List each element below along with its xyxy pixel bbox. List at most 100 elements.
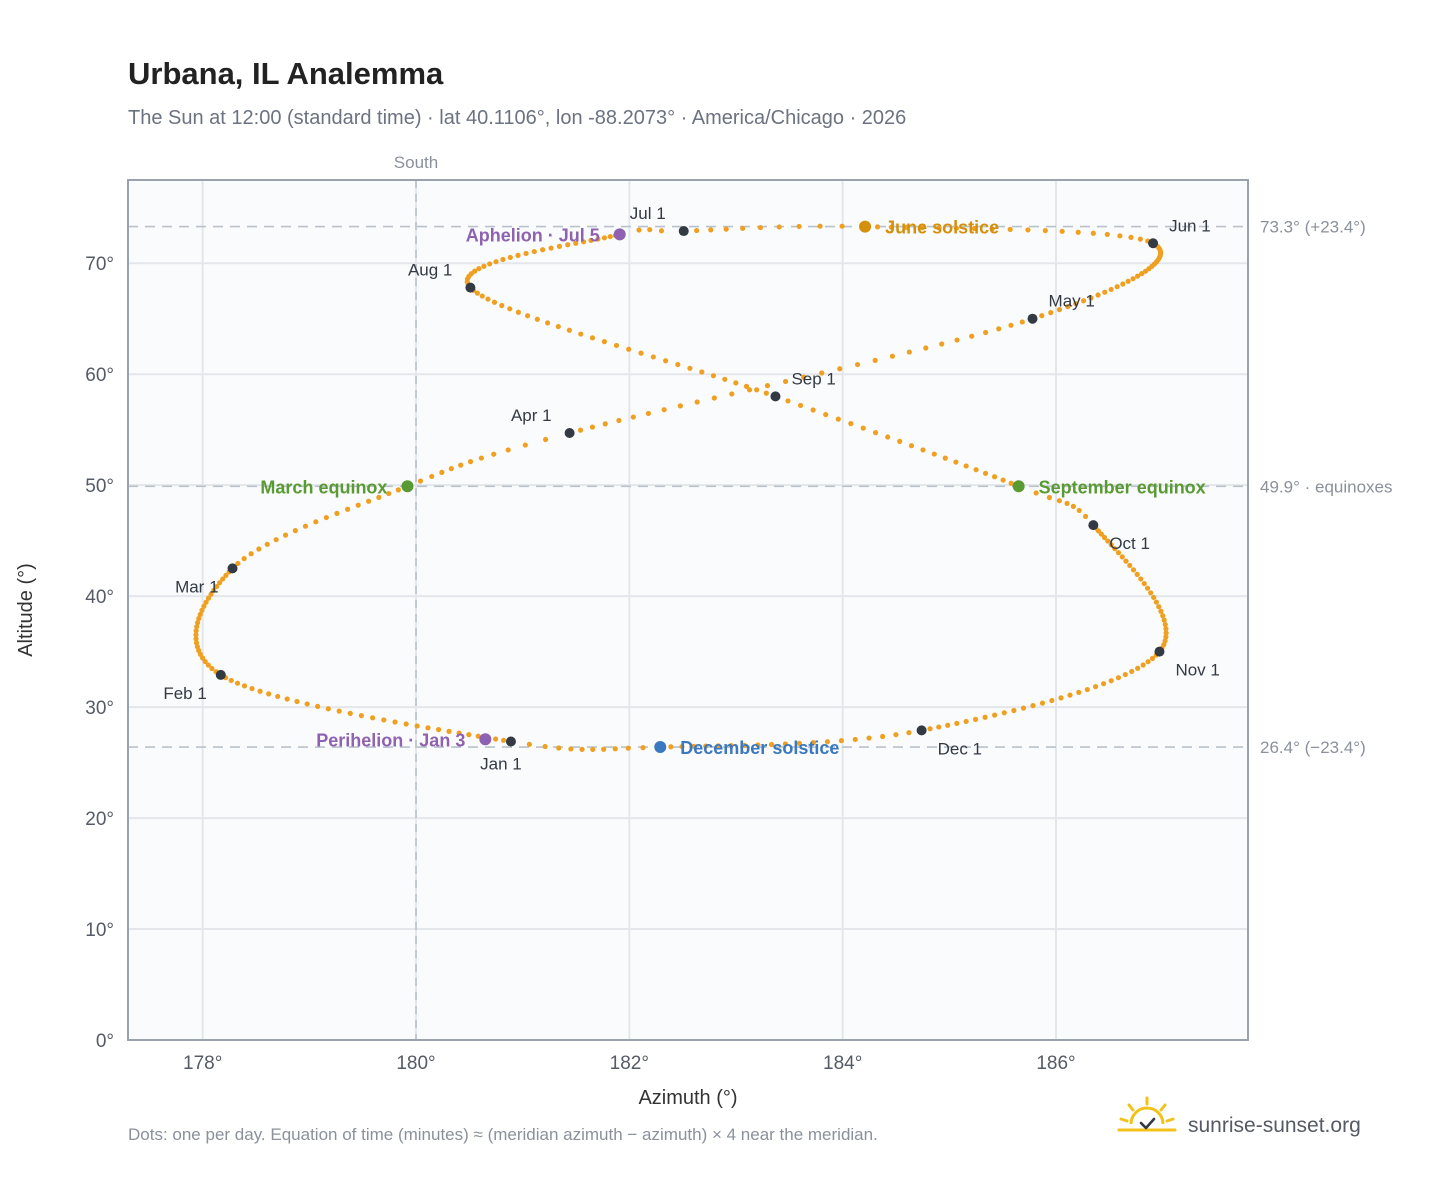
- daily-dot: [640, 745, 646, 751]
- daily-dot: [1115, 550, 1122, 556]
- daily-dot: [647, 227, 653, 233]
- daily-dot: [1145, 659, 1151, 665]
- daily-dot: [458, 462, 464, 468]
- daily-dot: [1130, 567, 1137, 573]
- daily-dot: [347, 710, 353, 716]
- daily-dot: [208, 591, 214, 597]
- daily-dot: [556, 745, 562, 751]
- daily-dot: [256, 546, 262, 552]
- daily-dot: [982, 714, 988, 720]
- daily-dot: [903, 224, 909, 230]
- daily-dot: [616, 417, 622, 424]
- daily-dot: [1104, 231, 1110, 238]
- daily-dot: [1129, 668, 1135, 675]
- daily-dot: [1125, 278, 1131, 284]
- chart-title: Urbana, IL Analemma: [128, 56, 444, 91]
- daily-dot: [1008, 322, 1014, 328]
- daily-dot: [577, 427, 584, 433]
- month-marker-label: Oct 1: [1109, 534, 1150, 553]
- daily-dot: [1093, 684, 1099, 690]
- daily-dot: [893, 732, 899, 738]
- daily-dot: [942, 455, 948, 461]
- daily-dot: [193, 632, 199, 638]
- x-tick-label: 182°: [610, 1053, 649, 1074]
- daily-dot: [972, 716, 979, 722]
- daily-dot: [601, 339, 607, 345]
- daily-dot: [217, 580, 223, 586]
- reference-line-label: 49.9° · equinoxes: [1260, 477, 1393, 496]
- daily-dot: [355, 502, 361, 508]
- daily-dot: [573, 240, 579, 246]
- daily-dot: [1046, 494, 1052, 501]
- daily-dot: [325, 706, 331, 712]
- daily-dot: [776, 224, 782, 230]
- daily-dot: [801, 374, 807, 380]
- x-tick-label: 178°: [183, 1053, 222, 1074]
- daily-dot: [1144, 585, 1151, 591]
- daily-dot: [1073, 301, 1079, 307]
- daily-dot: [1058, 695, 1064, 701]
- daily-dot: [195, 620, 201, 626]
- daily-dot: [1056, 498, 1062, 504]
- daily-dot: [566, 327, 572, 333]
- daily-dot: [531, 248, 537, 255]
- daily-dot: [534, 316, 540, 322]
- daily-dot: [852, 736, 858, 743]
- daily-dot: [638, 350, 644, 356]
- daily-dot: [919, 225, 925, 231]
- daily-dot: [1148, 590, 1154, 596]
- daily-dot: [996, 326, 1002, 332]
- month-marker-dot: [215, 669, 226, 680]
- daily-dot: [228, 677, 234, 684]
- daily-dot: [1033, 490, 1039, 496]
- daily-dot: [500, 256, 506, 263]
- daily-dot: [474, 290, 480, 296]
- daily-dot: [1076, 507, 1082, 514]
- daily-dot: [963, 463, 969, 469]
- daily-dot: [194, 644, 200, 650]
- daily-dot: [755, 742, 761, 748]
- daily-dot: [197, 611, 203, 618]
- daily-dot: [475, 733, 481, 739]
- month-marker-dot: [227, 563, 238, 574]
- daily-dot: [334, 510, 340, 516]
- daily-dot: [992, 712, 998, 718]
- daily-dot: [971, 225, 977, 232]
- daily-dot: [542, 436, 549, 443]
- daily-dot: [936, 225, 942, 231]
- daily-dot: [1095, 292, 1101, 298]
- daily-dot: [1156, 604, 1162, 610]
- daily-dot: [625, 745, 631, 751]
- daily-dot: [376, 494, 382, 500]
- daily-dot: [888, 224, 894, 230]
- daily-dot: [1039, 313, 1045, 319]
- x-axis-label: Azimuth (°): [638, 1087, 737, 1109]
- daily-dot: [754, 387, 760, 393]
- daily-dot: [658, 228, 665, 234]
- daily-dot: [885, 434, 891, 440]
- daily-dot: [872, 430, 879, 436]
- daily-dot: [848, 421, 854, 427]
- daily-dot: [746, 387, 753, 393]
- daily-dot: [687, 365, 693, 371]
- daily-dot: [323, 514, 329, 521]
- daily-dot: [358, 713, 364, 719]
- daily-dot: [889, 353, 896, 359]
- daily-dot: [819, 370, 825, 376]
- y-tick-label: 50°: [85, 476, 114, 497]
- daily-dot: [1039, 700, 1046, 706]
- event-dot: [401, 480, 414, 493]
- daily-dot: [507, 306, 513, 312]
- daily-dot: [837, 366, 843, 372]
- daily-dot: [194, 624, 200, 630]
- daily-dot: [1149, 655, 1156, 661]
- month-marker-label: Aug 1: [408, 261, 452, 280]
- event-label: September equinox: [1039, 477, 1206, 497]
- daily-dot: [515, 252, 521, 259]
- daily-dot: [448, 466, 454, 472]
- daily-dot: [729, 391, 735, 397]
- daily-dot: [1042, 227, 1048, 234]
- grid-lines: [128, 180, 1248, 1041]
- month-marker-label: Apr 1: [511, 406, 552, 425]
- daily-dot: [1135, 665, 1141, 671]
